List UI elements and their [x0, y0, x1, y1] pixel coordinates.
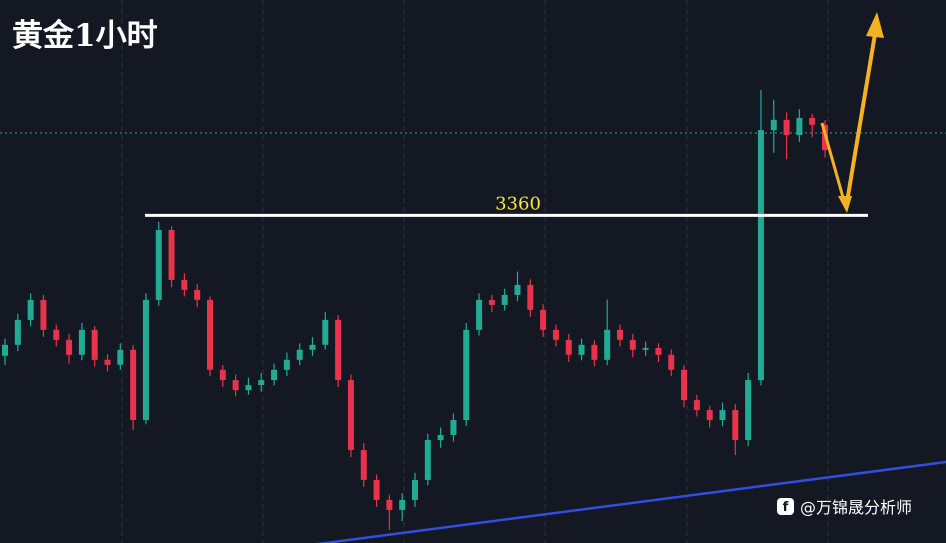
candle-body [604, 329, 611, 360]
candle-body [668, 354, 675, 370]
candle-body [130, 349, 137, 421]
candle-body [219, 369, 226, 381]
candle-body [142, 299, 149, 421]
candle-body [207, 299, 213, 370]
candle-body [629, 339, 636, 350]
trend-line [315, 460, 946, 543]
source: @万锦晟分析师 [800, 498, 912, 517]
logo-glyph: f [783, 500, 789, 515]
candle-body [40, 299, 47, 330]
chart-title: 黄金1小时 [12, 18, 158, 54]
candle-body [476, 299, 483, 330]
candle-body [424, 440, 431, 480]
candle-body [488, 299, 495, 305]
candle-body [296, 349, 303, 360]
level: 3360 [145, 193, 868, 217]
candle-body [732, 410, 739, 441]
candle-body [335, 319, 342, 381]
watermark: f @万锦晟分析师 [777, 498, 912, 517]
candle-body [527, 284, 534, 310]
candle-body [78, 329, 85, 355]
candle-body [681, 369, 688, 401]
candle-body [309, 344, 316, 350]
candle-body [463, 329, 470, 421]
candle-body [552, 329, 559, 340]
candle-body [655, 347, 662, 355]
candle-body [91, 329, 98, 360]
arrow-head [866, 12, 884, 38]
candle-body [194, 289, 201, 300]
candle-body [373, 479, 380, 500]
candle-body [347, 380, 354, 451]
candle-body [770, 119, 777, 131]
candle-body [168, 229, 175, 280]
candle-body [271, 369, 278, 381]
candle-body [501, 294, 508, 305]
candle-body [706, 410, 713, 421]
level-label: 3360 [495, 193, 541, 214]
candle-body [245, 385, 252, 391]
candle-body [2, 344, 8, 356]
candle-body [27, 299, 34, 320]
arrow-up [844, 27, 878, 209]
candle-body [450, 420, 457, 436]
candle-body [540, 309, 547, 330]
candle-body [283, 359, 290, 370]
candle-body [719, 410, 726, 421]
candle-body [514, 284, 521, 295]
candle-body [412, 479, 418, 500]
candle-body [14, 319, 21, 345]
grid [121, 0, 829, 543]
candle-body [386, 499, 393, 510]
arrow-down [820, 122, 848, 209]
candle-body [232, 380, 239, 391]
candle-body [757, 130, 764, 381]
candle-body [565, 339, 572, 355]
candle-body [322, 319, 329, 345]
candles [2, 89, 828, 530]
logo [777, 498, 794, 515]
candle-body [578, 344, 585, 355]
candle-body [66, 339, 73, 355]
candle-body [360, 450, 367, 480]
candle-body [617, 329, 623, 340]
candle-body [796, 117, 803, 136]
candle-body [591, 344, 598, 360]
candle-body [399, 499, 406, 510]
candle-body [437, 435, 444, 441]
candle-body [258, 380, 265, 386]
candle-body [693, 400, 700, 411]
candle-body [53, 329, 60, 340]
candle-body [783, 119, 790, 136]
candle-body [809, 117, 816, 125]
candle-body [155, 229, 162, 300]
candle-body [181, 279, 188, 290]
candle-body [104, 359, 111, 365]
candle-body [642, 347, 649, 350]
candle-body [745, 380, 752, 441]
candle-body [117, 349, 124, 365]
arrows [820, 12, 884, 213]
